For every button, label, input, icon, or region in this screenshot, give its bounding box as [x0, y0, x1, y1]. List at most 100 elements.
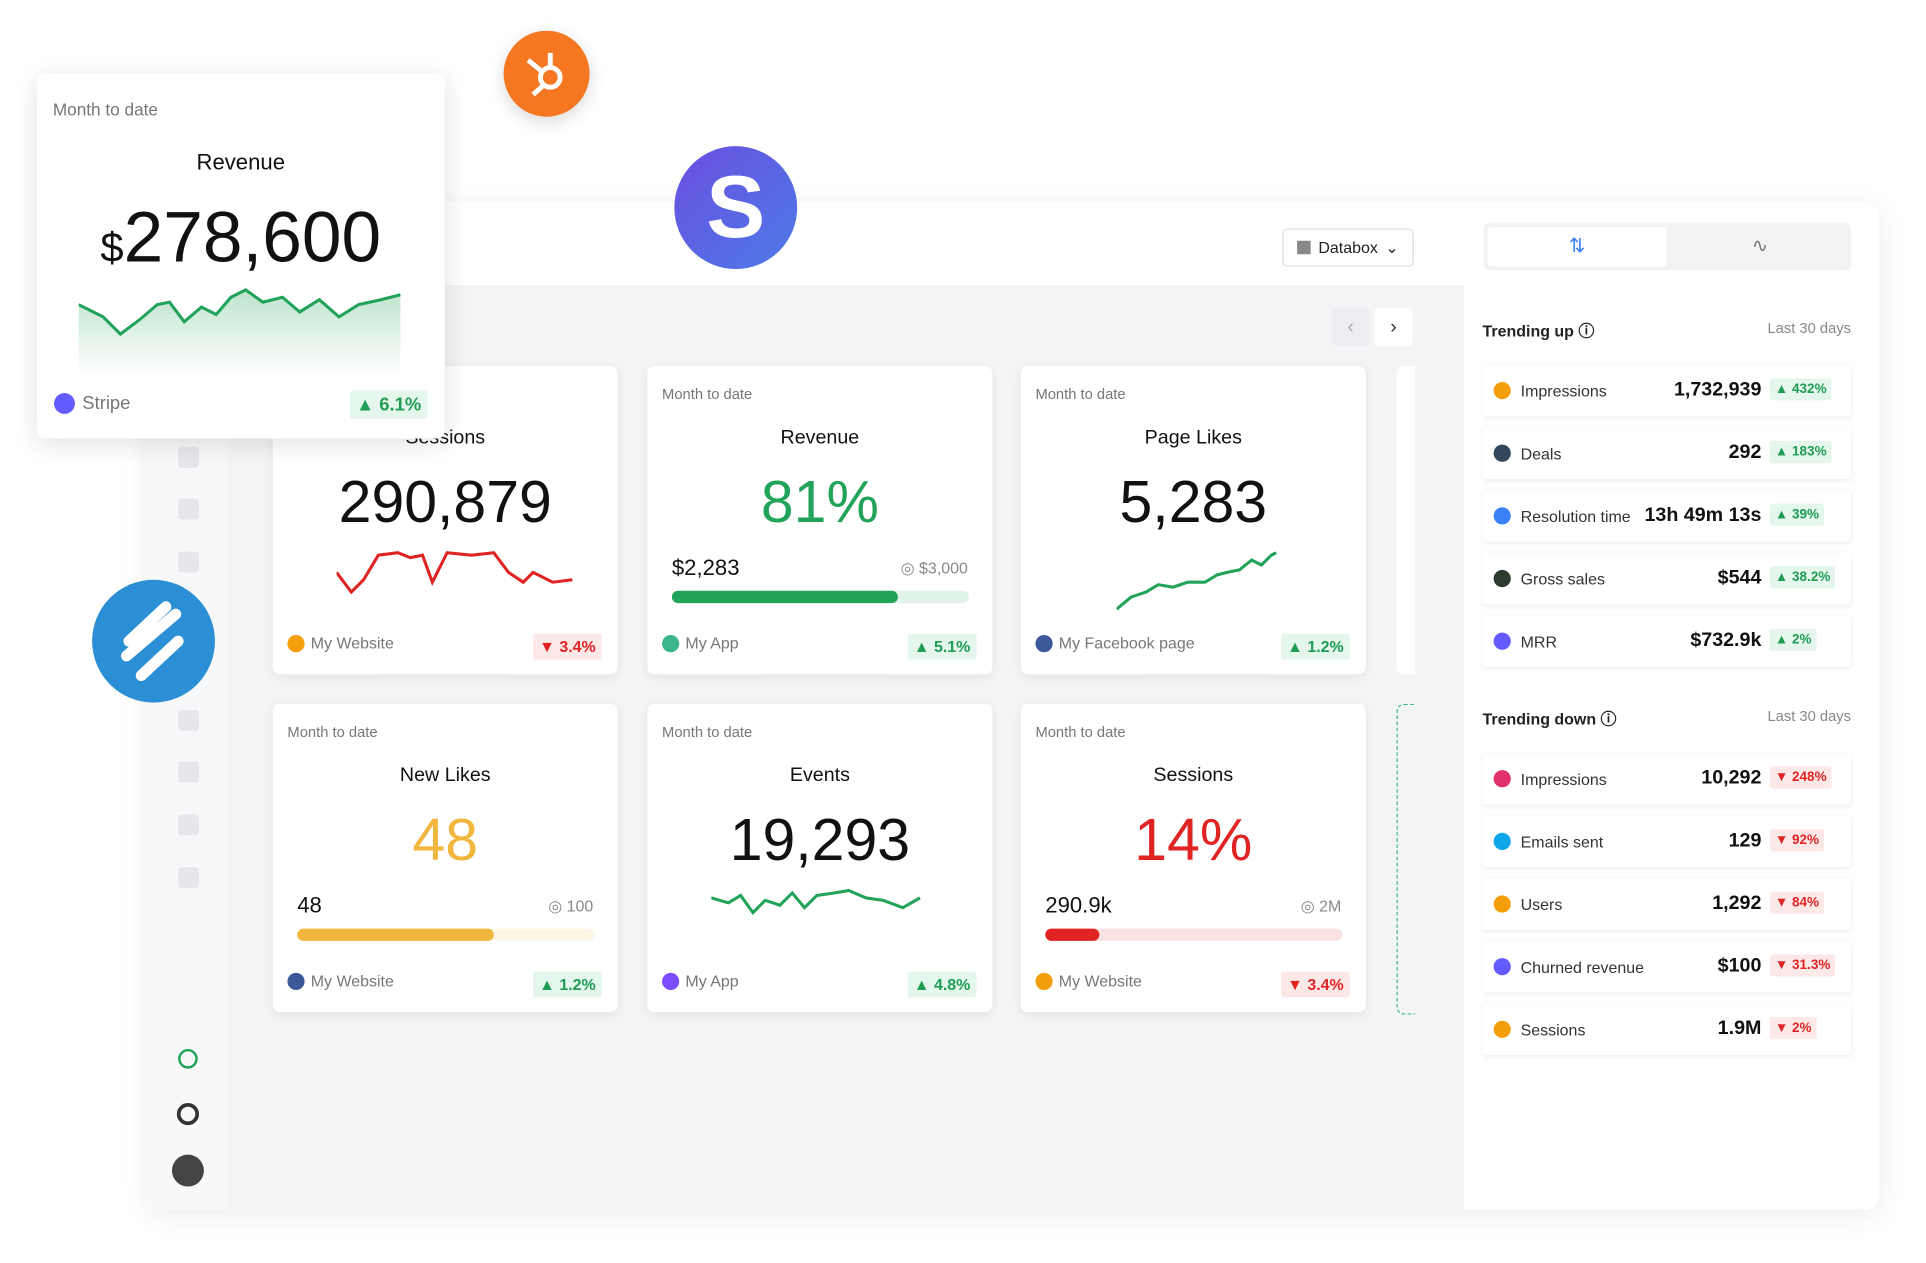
help-icon[interactable] [176, 1103, 199, 1126]
title: Revenue [196, 149, 286, 175]
floating-card: Month to date Revenue $278,600 Stripe ▲ … [36, 73, 445, 439]
source-icon [662, 634, 680, 652]
value: 19,293 [729, 808, 911, 874]
source-icon [662, 972, 680, 990]
metric-card: Month to date Page Likes 5,283 My Facebook … [1020, 366, 1366, 675]
progress-track [671, 590, 970, 604]
sidebar-item [178, 867, 199, 889]
tab-activity[interactable]: ∿ [1751, 235, 1769, 257]
trend-row: Deals 292 ▲ 183% [1482, 427, 1852, 480]
source-icon [1035, 972, 1053, 990]
sparkline [78, 288, 401, 375]
metric-value: 292 [1728, 442, 1762, 464]
source: My App [662, 972, 739, 990]
add-card[interactable] [1396, 703, 1416, 1015]
change-badge: ▲ 6.1% [349, 390, 428, 419]
goal-value: 100 [566, 896, 594, 916]
sidebar-item [178, 498, 199, 520]
award-icon[interactable] [178, 1048, 198, 1069]
change-badge: ▲ 1.2% [532, 971, 602, 998]
trend-row: Users 1,292 ▼ 84% [1482, 878, 1852, 930]
period: Month to date [662, 723, 753, 741]
goal: ◎ 100 [548, 896, 594, 916]
icon [1493, 507, 1511, 525]
change: 92% [1792, 832, 1820, 848]
change-badge: ▼ 31.3% [1769, 954, 1836, 977]
change: 3.4% [1307, 975, 1344, 994]
source-name: My Website [310, 633, 394, 653]
trend-row: MRR $732.9k ▲ 2% [1482, 615, 1852, 667]
change: 248% [1792, 770, 1827, 785]
current: 48 [297, 892, 322, 918]
metric-value: $544 [1717, 567, 1762, 589]
avatar[interactable] [171, 1154, 204, 1187]
title: Events [789, 765, 850, 787]
source-name: My Website [310, 971, 394, 991]
change: 6.1% [379, 394, 422, 416]
metric-name: Resolution time [1520, 507, 1631, 526]
dropdown-label: Databox [1318, 238, 1378, 257]
icon [1493, 832, 1511, 850]
trend-row: Gross sales $544 ▲ 38.2% [1482, 552, 1852, 605]
change: 1.2% [559, 975, 596, 994]
trend-row: Churned revenue $100 ▼ 31.3% [1482, 940, 1852, 993]
source-name: Stripe [82, 393, 131, 414]
current: $2,283 [671, 555, 740, 580]
metric-card: Month to date Sessions 14% 290.9k ◎ 2M My Web… [1020, 703, 1366, 1013]
metric-value: 1,292 [1712, 892, 1762, 914]
metric-name: Impressions [1520, 770, 1607, 789]
sidebar-item [178, 761, 199, 783]
sparkline [711, 888, 921, 915]
progress-fill [671, 590, 898, 604]
change: 39% [1792, 507, 1820, 523]
title: Page Likes [1144, 427, 1242, 449]
section-title: Trending up ⓘ [1482, 321, 1595, 341]
metric-card: Month to date Revenue 81% $2,283 ◎ $3,000 My … [647, 366, 993, 675]
goal-value: $3,000 [919, 558, 968, 578]
progress-track [297, 928, 595, 941]
title: Sessions [1153, 765, 1234, 787]
change-badge: ▲ 2% [1769, 628, 1817, 651]
change-badge: ▼ 92% [1769, 829, 1825, 852]
metric-value: 10,292 [1701, 767, 1762, 789]
trend-row: Impressions 1,732,939 ▲ 432% [1482, 364, 1852, 417]
source-icon [287, 634, 305, 652]
icon [1493, 444, 1511, 462]
sparkline [1116, 551, 1277, 611]
goal: ◎ 2M [1300, 896, 1342, 916]
icon [1493, 632, 1511, 650]
metric-value: $732.9k [1690, 630, 1762, 651]
source: My App [662, 634, 739, 652]
change: 31.3% [1792, 958, 1831, 973]
trend-row: Sessions 1.9M ▼ 2% [1482, 1003, 1852, 1056]
sidebar-item [178, 814, 199, 836]
progress-fill [1045, 928, 1099, 941]
change-badge: ▼ 2% [1769, 1017, 1817, 1040]
icon [1493, 569, 1511, 588]
value: 48 [412, 808, 479, 874]
metric-value: 1,732,939 [1673, 379, 1762, 401]
source-icon [1035, 634, 1053, 652]
source: My Facebook page [1035, 634, 1195, 652]
title: Revenue [780, 427, 860, 449]
sidebar-item [178, 709, 199, 731]
value: 278,600 [123, 197, 382, 278]
dropdown[interactable]: Databox ⌄ [1282, 228, 1414, 267]
metric-value: $100 [1717, 955, 1762, 977]
metric-name: Impressions [1520, 382, 1607, 401]
metric-name: Sessions [1520, 1020, 1586, 1040]
change-badge: ▲ 4.8% [907, 971, 977, 998]
change: 84% [1792, 895, 1820, 911]
change-badge: ▼ 248% [1769, 766, 1832, 789]
change: 4.8% [933, 975, 971, 994]
tab-trending[interactable]: ⇅ [1487, 227, 1667, 267]
change: 432% [1792, 382, 1827, 397]
trend-row: Impressions 10,292 ▼ 248% [1482, 752, 1852, 805]
change-badge: ▲ 5.1% [907, 633, 977, 660]
prev-button[interactable]: ‹ [1331, 308, 1370, 347]
next-button[interactable]: › [1374, 308, 1413, 347]
value: 290,879 [338, 470, 552, 536]
metric-value: 1.9M [1717, 1018, 1762, 1040]
